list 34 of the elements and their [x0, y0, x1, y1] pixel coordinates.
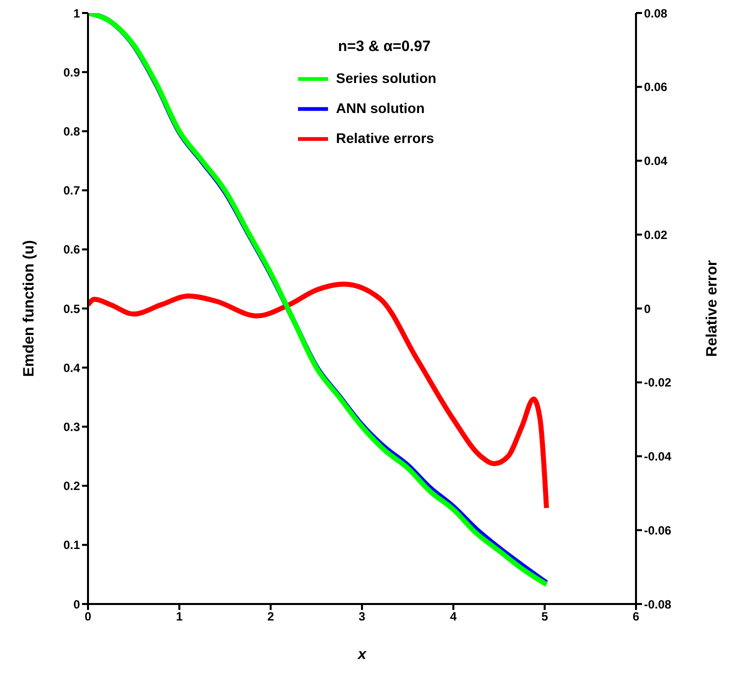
y-tick-label: 0.2 [63, 479, 80, 494]
y2-tick-label: -0.06 [644, 523, 672, 538]
y-tick-label: 0.7 [63, 184, 80, 198]
x-tick-label: 6 [632, 610, 640, 624]
x-tick-label: 2 [267, 610, 274, 624]
x-tick-label: 0 [84, 610, 92, 624]
y-tick-label: 0.3 [63, 420, 80, 434]
y-tick-label: 0.1 [63, 538, 80, 552]
y2-tick-label: 0.04 [644, 154, 668, 168]
legend-label: Series solution [336, 70, 436, 86]
y-tick-label: 0 [73, 597, 80, 612]
y2-tick-label: 0.08 [644, 6, 668, 20]
y-tick-label: 0.4 [63, 360, 80, 375]
legend-label: Relative errors [336, 130, 434, 146]
legend-label: ANN solution [336, 100, 425, 116]
x-tick-label: 1 [176, 610, 183, 624]
y-tick-label: 0.9 [63, 65, 80, 80]
x-tick-label: 4 [450, 610, 457, 624]
y2-tick-label: 0.02 [644, 228, 668, 242]
x-tick-label: 3 [358, 610, 366, 624]
y2-tick-label: -0.02 [644, 376, 672, 390]
y2-tick-label: 0.06 [644, 80, 668, 94]
y-axis-title: Emden function (u) [20, 240, 38, 377]
legend-title: n=3 & α=0.97 [338, 38, 431, 55]
y2-tick-label: -0.08 [644, 597, 672, 612]
y-tick-label: 0.6 [63, 242, 80, 257]
y2-axis-title: Relative error [703, 260, 720, 357]
x-axis-title: x [356, 646, 367, 663]
y-tick-label: 0.8 [63, 124, 80, 138]
y-tick-label: 0.5 [63, 302, 80, 316]
y2-tick-label: 0 [644, 302, 651, 316]
x-tick-label: 5 [541, 610, 548, 624]
y-tick-label: 1 [73, 6, 80, 20]
y2-tick-label: -0.04 [644, 450, 672, 464]
